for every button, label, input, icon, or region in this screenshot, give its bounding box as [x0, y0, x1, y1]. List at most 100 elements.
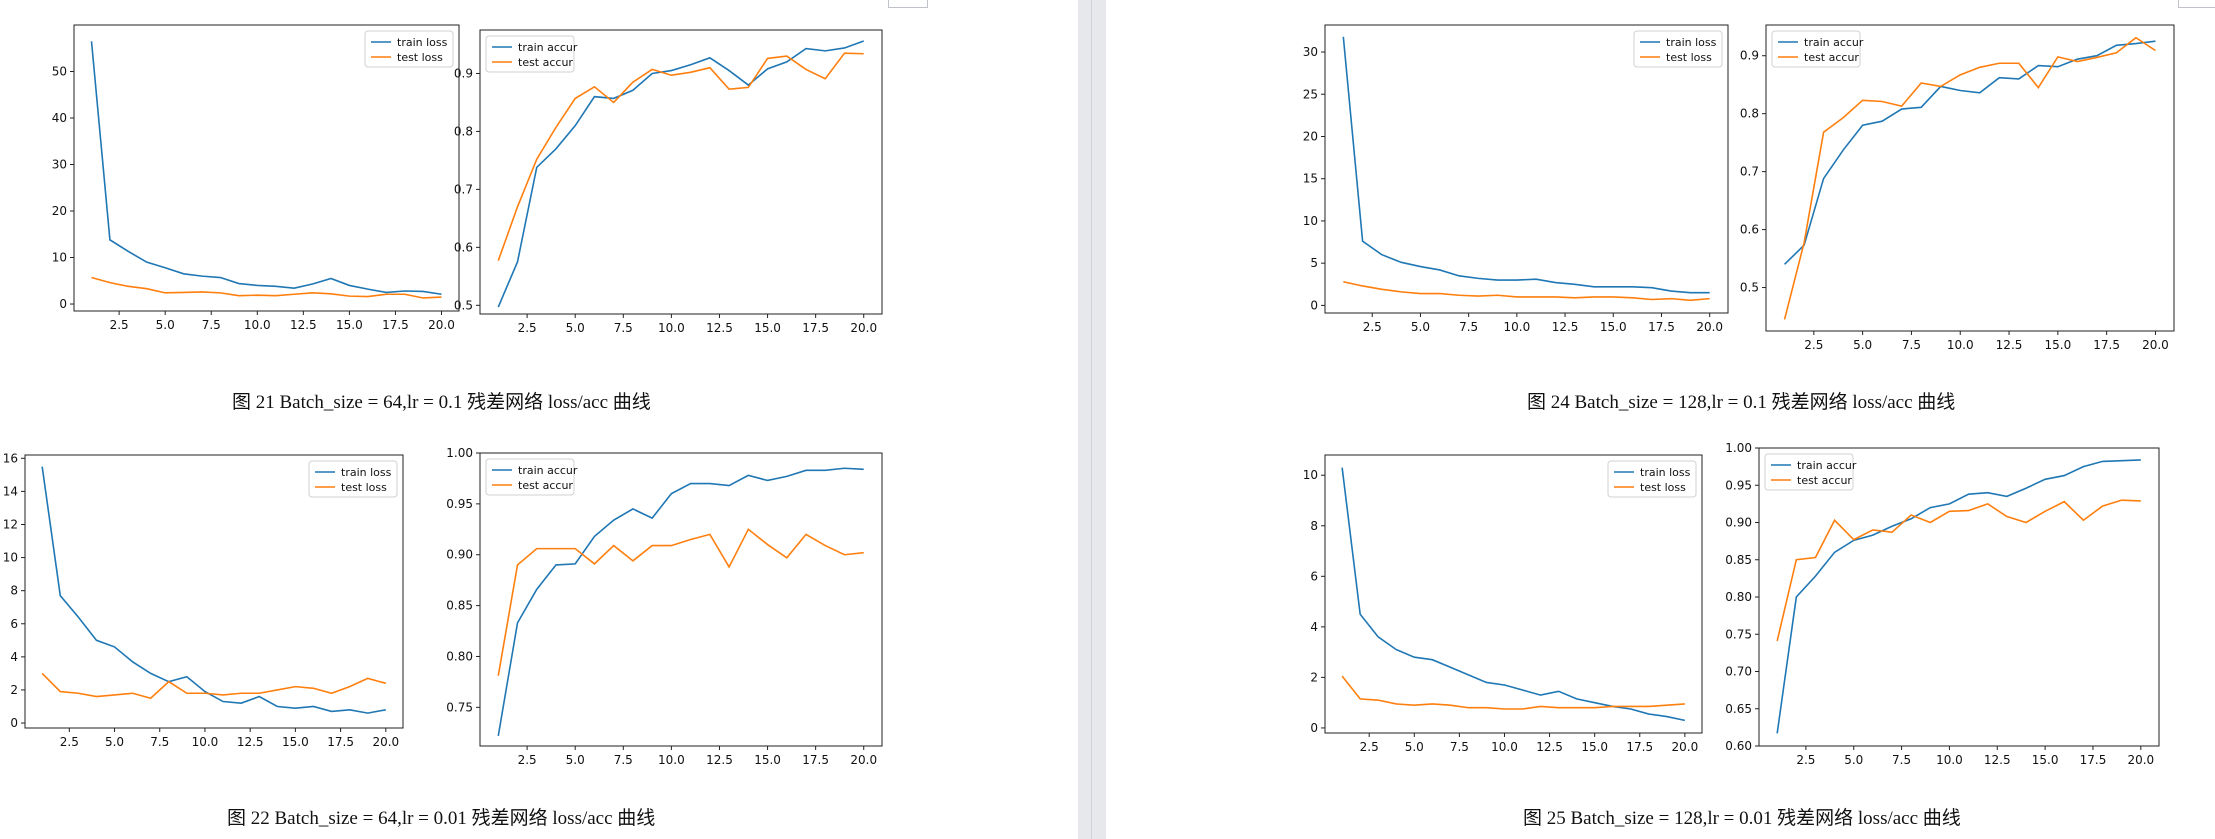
- legend-box: [485, 458, 575, 496]
- legend-label: test loss: [397, 51, 443, 64]
- legend-box: [364, 30, 454, 68]
- x-tick-label: 5.0: [105, 735, 124, 749]
- x-tick-label: 17.5: [2093, 338, 2120, 352]
- chart-train-test-accuracy-fig21: 2.5 5.0 7.5 10.0 12.5 15.0 17.5 20.0 0.5 0.6 0.7 0.…: [454, 29, 883, 335]
- series-line-train-loss: [90, 41, 442, 296]
- x-tick-label: 20.0: [850, 321, 877, 335]
- legend: train loss test loss: [308, 460, 398, 498]
- x-tick-label: 5.0: [1405, 740, 1424, 754]
- x-tick-label: 10.0: [1491, 740, 1518, 754]
- x-tick-label: 2.5: [110, 318, 129, 332]
- y-tick-label: 0.7: [1740, 165, 1759, 179]
- series-line-train-loss: [1342, 36, 1710, 294]
- legend: train accur test accur: [485, 458, 578, 496]
- figure-caption-21: 图 21 Batch_size = 64,lr = 0.1 残差网络 loss/…: [232, 392, 651, 413]
- x-tick-label: 5.0: [156, 318, 175, 332]
- y-tick-label: 0.9: [1740, 49, 1759, 63]
- x-tick-label: 7.5: [1892, 753, 1911, 767]
- plot-frame: [1324, 454, 1703, 734]
- chart-train-test-accuracy-fig25: 2.5 5.0 7.5 10.0 12.5 15.0 17.5 20.0 0.60 0.65 0.7…: [1725, 441, 2160, 767]
- y-tick-label: 6: [10, 617, 18, 631]
- legend-label: train loss: [1640, 466, 1691, 479]
- x-tick-label: 7.5: [614, 753, 633, 767]
- y-tick-label: 0.65: [1725, 702, 1752, 716]
- series-line-test-loss: [41, 672, 387, 700]
- series-line-train-loss: [41, 466, 386, 714]
- plot-frame: [1324, 24, 1729, 314]
- series-line-train-accur: [1776, 459, 2141, 734]
- x-tick-label: 12.5: [706, 321, 733, 335]
- x-tick-label: 20.0: [1696, 320, 1723, 334]
- x-tick-label: 15.0: [1581, 740, 1608, 754]
- legend: train loss test loss: [1633, 30, 1723, 68]
- y-tick-label: 0.8: [454, 124, 473, 138]
- legend-box: [1633, 30, 1723, 68]
- y-tick-label: 0.6: [454, 240, 473, 254]
- x-tick-label: 10.0: [658, 753, 685, 767]
- x-tick-label: 17.5: [2080, 753, 2107, 767]
- y-tick-label: 15: [1303, 172, 1318, 186]
- plot-frame: [1758, 447, 2160, 747]
- y-tick-label: 2: [1310, 670, 1318, 684]
- x-tick-label: 20.0: [1672, 740, 1699, 754]
- series-line-test-accur: [1783, 36, 2156, 320]
- y-tick-label: 0: [59, 297, 67, 311]
- y-tick-label: 0: [1310, 721, 1318, 735]
- y-tick-label: 8: [10, 584, 18, 598]
- series-line-test-loss: [91, 276, 442, 299]
- x-tick-label: 15.0: [1600, 320, 1627, 334]
- legend-label: train accur: [518, 41, 578, 54]
- figure-caption-25: 图 25 Batch_size = 128,lr = 0.01 残差网络 los…: [1523, 808, 1961, 829]
- x-tick-label: 7.5: [1450, 740, 1469, 754]
- legend-box: [485, 35, 575, 73]
- x-tick-label: 2.5: [1796, 753, 1815, 767]
- y-tick-label: 0: [10, 716, 18, 730]
- x-tick-label: 2.5: [518, 321, 537, 335]
- x-tick-label: 20.0: [2142, 338, 2169, 352]
- x-tick-label: 10.0: [658, 321, 685, 335]
- legend-label: train loss: [341, 466, 392, 479]
- x-tick-label: 2.5: [60, 735, 79, 749]
- y-tick-label: 0.5: [454, 298, 473, 312]
- x-tick-label: 7.5: [1459, 320, 1478, 334]
- x-tick-label: 15.0: [2044, 338, 2071, 352]
- x-tick-label: 5.0: [1853, 338, 1872, 352]
- x-tick-label: 15.0: [754, 753, 781, 767]
- x-tick-label: 20.0: [372, 735, 399, 749]
- x-tick-label: 12.5: [1996, 338, 2023, 352]
- plot-frame: [479, 452, 883, 747]
- page-corner-mark: [888, 0, 928, 8]
- x-tick-label: 10.0: [192, 735, 219, 749]
- legend-box: [1607, 460, 1697, 498]
- y-tick-label: 30: [1303, 45, 1318, 59]
- y-tick-label: 0.8: [1740, 107, 1759, 121]
- y-tick-label: 40: [52, 111, 67, 125]
- y-tick-label: 0.80: [446, 649, 473, 663]
- y-tick-label: 0.75: [1725, 627, 1752, 641]
- x-tick-label: 20.0: [2127, 753, 2154, 767]
- plot-frame: [24, 454, 404, 729]
- series-line-test-loss: [1341, 675, 1685, 710]
- y-tick-label: 0.6: [1740, 223, 1759, 237]
- series-line-test-accur: [497, 528, 864, 676]
- y-tick-label: 30: [52, 158, 67, 172]
- y-tick-label: 4: [10, 650, 18, 664]
- x-tick-label: 12.5: [1984, 753, 2011, 767]
- x-tick-label: 7.5: [1902, 338, 1921, 352]
- y-tick-label: 25: [1303, 87, 1318, 101]
- y-tick-label: 0.9: [454, 66, 473, 80]
- legend-label: train loss: [1666, 36, 1717, 49]
- legend-box: [1764, 453, 1854, 491]
- page-corner-mark: [2178, 0, 2215, 8]
- x-tick-label: 10.0: [1936, 753, 1963, 767]
- chart-train-test-loss-fig22: 2.5 5.0 7.5 10.0 12.5 15.0 17.5 20.0 0 2 4 6 8 10 12 14…: [3, 451, 404, 749]
- chart-train-test-loss-fig24: 2.5 5.0 7.5 10.0 12.5 15.0 17.5 20.0 0 5 10 15 20 25 3…: [1303, 24, 1729, 334]
- y-tick-label: 0.85: [446, 599, 473, 613]
- legend-label: train loss: [397, 36, 448, 49]
- x-tick-label: 10.0: [1947, 338, 1974, 352]
- x-tick-label: 7.5: [614, 321, 633, 335]
- y-tick-label: 0.70: [1725, 665, 1752, 679]
- y-tick-label: 2: [10, 683, 18, 697]
- y-tick-label: 4: [1310, 620, 1318, 634]
- x-tick-label: 17.5: [802, 321, 829, 335]
